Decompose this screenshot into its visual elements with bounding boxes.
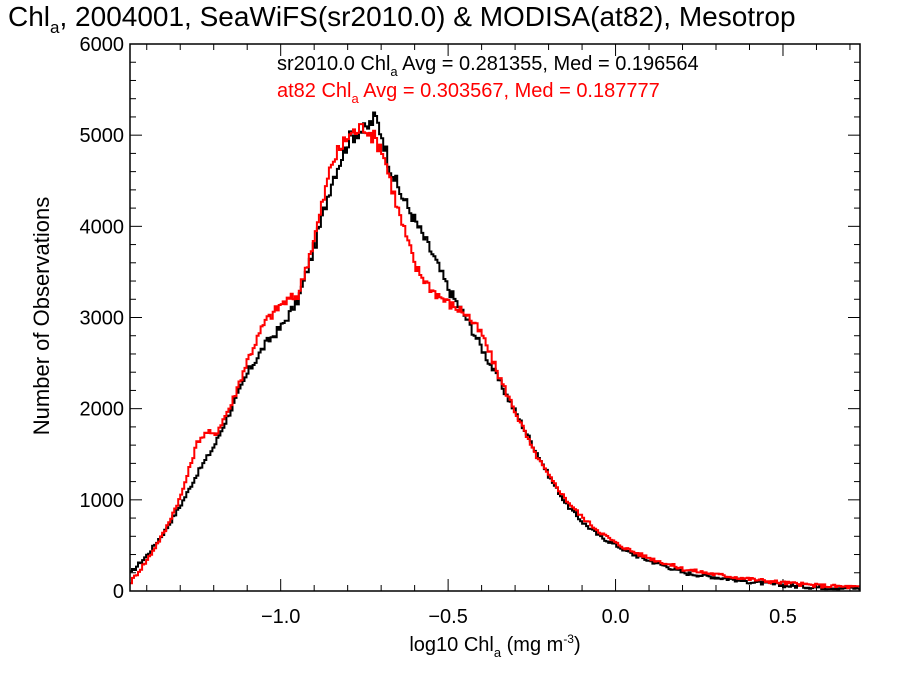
series-line-sr2010.0 [130,111,861,591]
y-axis-ticks: 0 1000 2000 3000 4000 5000 6000 [80,34,860,603]
y-tick-label: 2000 [80,399,125,421]
y-tick-label: 0 [113,581,124,603]
y-tick-label: 5000 [80,125,125,147]
x-axis-label: log10 Chla (mg m-3) [409,632,580,660]
y-tick-label: 6000 [80,34,125,56]
x-tick-label: −1.0 [261,606,300,628]
y-tick-label: 3000 [80,308,125,330]
series-line-at82 [130,123,860,590]
y-axis-label: Number of Observations [29,197,54,435]
x-tick-label: −0.5 [428,606,467,628]
x-tick-label: 0.0 [602,606,630,628]
legend-stats-at82: at82 Chla Avg = 0.303567, Med = 0.187777 [277,80,660,106]
x-axis-ticks: −1.0 −0.5 0.0 0.5 [146,44,851,628]
y-tick-label: 1000 [80,490,125,512]
series-layer [130,111,861,591]
chart-title: Chla, 2004001, SeaWiFS(sr2010.0) & MODIS… [8,1,796,37]
plot-frame [129,43,861,592]
y-tick-label: 4000 [80,216,125,238]
legend-stats-sr2010: sr2010.0 Chla Avg = 0.281355, Med = 0.19… [277,53,699,79]
x-tick-label: 0.5 [769,606,797,628]
